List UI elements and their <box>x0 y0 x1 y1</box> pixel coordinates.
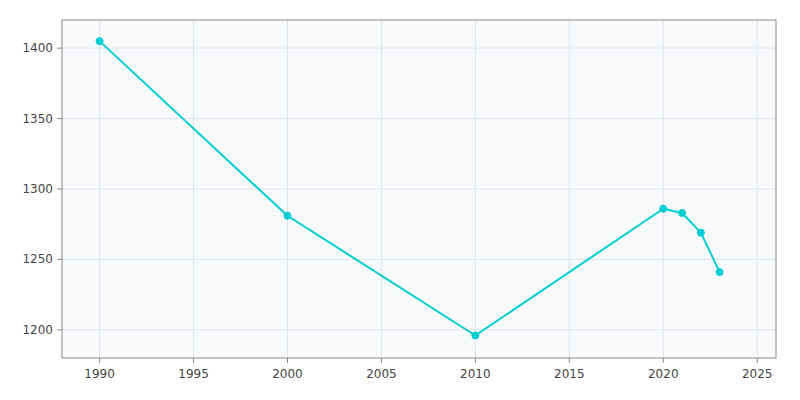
x-tick <box>475 358 476 363</box>
x-tick-label: 1995 <box>178 367 209 381</box>
x-tick <box>193 358 194 363</box>
point <box>660 205 667 212</box>
x-tick-label: 2005 <box>366 367 397 381</box>
x-tick <box>99 358 100 363</box>
x-tick <box>757 358 758 363</box>
y-tick <box>57 48 62 49</box>
y-tick-label: 1350 <box>22 112 53 126</box>
x-tick-label: 2015 <box>554 367 585 381</box>
line <box>100 41 720 335</box>
point <box>472 332 479 339</box>
y-grid-line <box>62 48 776 49</box>
y-tick-label: 1300 <box>22 182 53 196</box>
point <box>697 229 704 236</box>
y-grid-line <box>62 189 776 190</box>
y-tick <box>57 118 62 119</box>
x-tick-label: 2025 <box>742 367 773 381</box>
x-tick <box>287 358 288 363</box>
axes: 1990 1995 2000 2005 2010 2015 2020 2025 1200 1250… <box>22 41 772 381</box>
y-grid-line <box>62 118 776 119</box>
x-tick <box>381 358 382 363</box>
x-tick-label: 2020 <box>648 367 679 381</box>
y-tick-label: 1250 <box>22 252 53 266</box>
point <box>284 212 291 219</box>
point <box>96 38 103 45</box>
chart: 1990 1995 2000 2005 2010 2015 2020 2025 1200 1250… <box>0 0 800 400</box>
y-tick-label: 1400 <box>22 41 53 55</box>
plot-frame <box>62 20 776 358</box>
x-tick-label: 2010 <box>460 367 491 381</box>
y-tick <box>57 259 62 260</box>
x-tick <box>569 358 570 363</box>
y-grid-line <box>62 329 776 330</box>
y-tick <box>57 329 62 330</box>
point <box>716 269 723 276</box>
x-tick <box>663 358 664 363</box>
x-tick-label: 1990 <box>84 367 115 381</box>
series <box>96 38 723 339</box>
point <box>679 209 686 216</box>
x-tick-label: 2000 <box>272 367 303 381</box>
y-tick-label: 1200 <box>22 323 53 337</box>
y-grid-line <box>62 259 776 260</box>
plot-background <box>62 20 776 358</box>
y-tick <box>57 189 62 190</box>
grid <box>62 20 776 358</box>
